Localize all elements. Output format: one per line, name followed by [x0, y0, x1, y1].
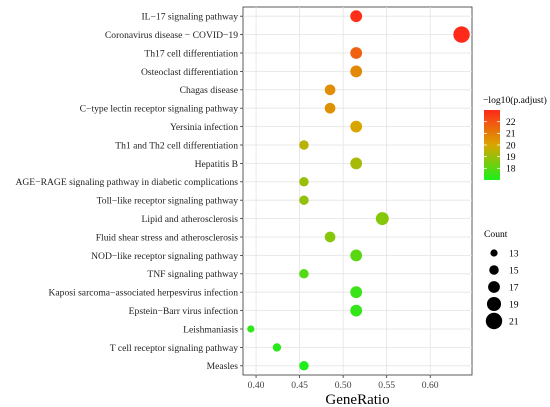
category-label: Toll−like receptor signaling pathway [97, 196, 239, 207]
data-points [247, 10, 470, 371]
data-point [299, 269, 309, 279]
category-label: Chagas disease [180, 85, 238, 96]
category-label: Kaposi sarcoma−associated herpesvirus in… [49, 288, 239, 299]
category-label: Osteoclast differentiation [141, 67, 238, 78]
color-legend-title: −log10(p.adjust) [483, 95, 547, 106]
color-legend-label: 18 [506, 164, 516, 175]
category-label: Lipid and atherosclerosis [142, 214, 239, 225]
data-point [350, 47, 363, 59]
size-legend-dot [488, 281, 500, 293]
category-label: NOD−like receptor signaling pathway [91, 251, 238, 262]
x-tick-label: 0.60 [422, 380, 439, 391]
x-axis-title: GeneRatio [325, 392, 389, 407]
size-legend-label: 21 [509, 316, 519, 327]
category-label: Measles [207, 361, 239, 372]
size-legend-title: Count [484, 229, 508, 240]
data-point [350, 10, 363, 23]
data-point [453, 26, 470, 43]
category-label: TNF signaling pathway [147, 269, 238, 280]
category-label: Th17 cell differentiation [144, 48, 238, 59]
size-legend-label: 19 [509, 299, 519, 310]
data-point [324, 102, 336, 114]
x-axis: 0.40 0.45 0.50 0.55 0.60 [248, 375, 439, 391]
data-point [350, 65, 363, 78]
data-point [350, 120, 363, 133]
category-label: Yersinia infection [170, 122, 238, 133]
data-point [350, 249, 363, 262]
data-point [375, 212, 389, 226]
data-point [299, 361, 309, 371]
size-legend-dot [486, 296, 502, 312]
plot-panel [242, 6, 473, 376]
category-label: C−type lectin receptor signaling pathway [80, 104, 239, 115]
size-legend-label: 17 [509, 282, 519, 293]
category-label: IL−17 signaling pathway [141, 12, 238, 23]
x-tick-label: 0.45 [291, 380, 308, 391]
size-legend-dot [489, 265, 499, 275]
category-label: Leishmaniasis [183, 324, 238, 335]
panel-border [242, 6, 473, 376]
data-point [272, 343, 282, 352]
category-labels: IL−17 signaling pathway Coronavirus disea… [15, 12, 243, 372]
data-point [299, 140, 309, 150]
data-point [299, 177, 309, 187]
data-point [299, 195, 309, 205]
data-point [350, 304, 363, 317]
color-legend-label: 19 [506, 152, 516, 163]
data-point [350, 286, 363, 299]
data-point [247, 325, 255, 333]
x-tick-label: 0.50 [335, 380, 352, 391]
color-bar [484, 110, 500, 180]
data-point [324, 231, 336, 243]
category-label: Epstein−Barr virus infection [129, 306, 239, 317]
category-label: Th1 and Th2 cell differentiation [115, 140, 238, 151]
data-point [350, 157, 363, 170]
x-tick-label: 0.40 [248, 380, 265, 391]
category-label: Hepatitis B [195, 159, 238, 170]
category-label: Fluid shear stress and atherosclerosis [96, 232, 239, 243]
data-point [324, 84, 336, 96]
size-legend-dot [490, 249, 498, 257]
category-label: Coronavirus disease − COVID−19 [105, 30, 238, 41]
category-label: AGE−RAGE signaling pathway in diabetic c… [15, 177, 238, 188]
category-label: T cell receptor signaling pathway [110, 343, 238, 354]
color-legend-label: 21 [506, 129, 516, 140]
x-tick-label: 0.55 [378, 380, 395, 391]
size-legend-label: 13 [509, 248, 519, 259]
size-legend-dot [485, 312, 503, 330]
color-legend-label: 20 [506, 140, 516, 151]
color-legend-label: 22 [506, 117, 516, 128]
size-legend-label: 15 [509, 265, 519, 276]
